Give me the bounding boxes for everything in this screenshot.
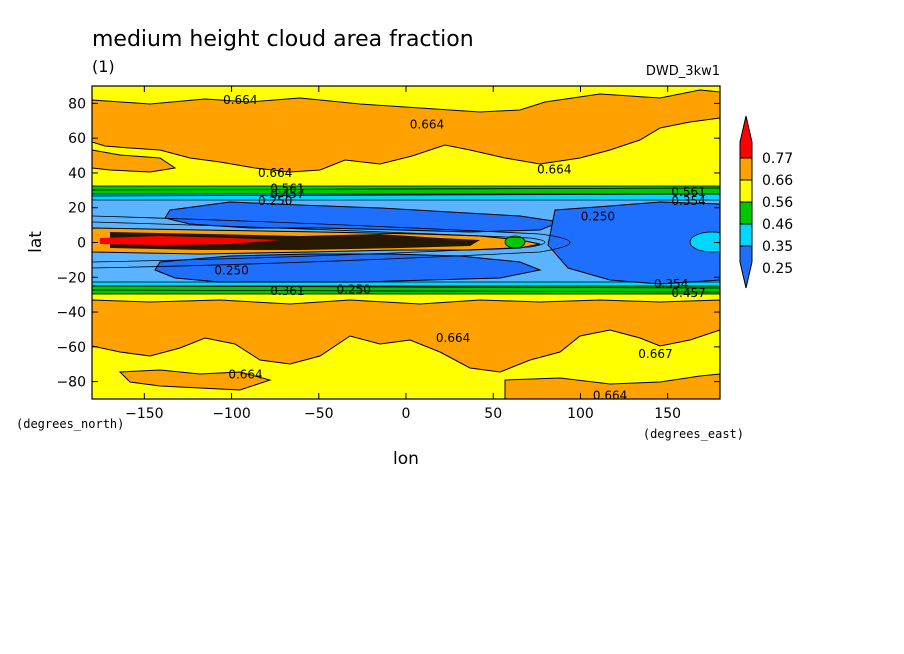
field-patch-blue-south xyxy=(154,253,542,283)
contour-label: 0.667 xyxy=(638,347,672,361)
field-patch-red-core xyxy=(100,236,280,245)
colorbar-segment-top-arrow xyxy=(739,115,753,159)
colorbar-segment xyxy=(739,201,753,225)
contour-label: 0.361 xyxy=(270,284,304,298)
field-patch-orange-south xyxy=(92,299,720,373)
contour-label: 0.354 xyxy=(671,194,705,208)
x-tick-label: 150 xyxy=(654,406,681,422)
y-tick-label: 20 xyxy=(68,201,86,217)
colorbar-label: 0.25 xyxy=(762,261,793,277)
field-patch-orange-north2 xyxy=(92,149,177,173)
y-tick-label: 0 xyxy=(77,236,86,252)
colorbar-label: 0.77 xyxy=(762,151,793,167)
colorbar-label: 0.66 xyxy=(762,173,793,189)
colorbar-label: 0.56 xyxy=(762,195,793,211)
chart-subtitle: (1) xyxy=(92,57,115,76)
x-tick-label: −100 xyxy=(212,406,250,422)
contour-label: 0.561 xyxy=(671,185,705,199)
colorbar-segment-bottom-arrow xyxy=(739,245,753,289)
field-patch-cyan-far-east xyxy=(689,231,720,253)
contour-label: 0.664 xyxy=(410,117,444,131)
y-tick-label: −20 xyxy=(56,270,86,286)
x-tick-label: 50 xyxy=(484,406,502,422)
field-patch-orange-south2 xyxy=(118,369,272,391)
colorbar-label: 0.46 xyxy=(762,217,793,233)
contour-label: 0.561 xyxy=(270,182,304,196)
contour-lines xyxy=(92,187,720,293)
contour-label: 0.457 xyxy=(270,187,304,201)
y-tick-label: −80 xyxy=(56,375,86,391)
contour-label: 0.250 xyxy=(258,194,292,208)
x-tick-label: −50 xyxy=(304,406,334,422)
y-axis-label: lat xyxy=(26,231,46,253)
y-tick-label: 80 xyxy=(68,96,86,112)
contour-label: 0.250 xyxy=(581,209,615,223)
colorbar-segment xyxy=(739,223,753,247)
y-tick-label: 40 xyxy=(68,166,86,182)
contour-label: 0.664 xyxy=(258,166,292,180)
y-tick-label: −40 xyxy=(56,305,86,321)
x-axis-label: lon xyxy=(393,449,419,469)
field-patch-blue-east xyxy=(547,201,720,285)
contour-label: 0.664 xyxy=(223,93,257,107)
x-tick-label: 100 xyxy=(567,406,594,422)
contour-label: 0.457 xyxy=(671,286,705,300)
x-axis-units: (degrees_east) xyxy=(643,427,744,441)
contour-label: 0.664 xyxy=(537,162,571,176)
contour-labels: 0.6640.6640.6640.6640.5610.4570.2500.561… xyxy=(214,93,705,403)
field-patch-orange-south3 xyxy=(504,373,720,399)
colorbar-label: 0.35 xyxy=(762,239,793,255)
x-tick-label: −150 xyxy=(125,406,163,422)
y-tick-label: −60 xyxy=(56,340,86,356)
contour-label: 0.250 xyxy=(214,263,248,277)
y-tick-label: 60 xyxy=(68,131,86,147)
model-label: DWD_3kw1 xyxy=(646,64,720,79)
x-axis: −150 −100 −50 0 50 100 150 xyxy=(125,86,681,422)
colorbar: 0.25 0.35 0.46 0.56 0.66 0.77 xyxy=(739,115,793,289)
field-patch-orange-north xyxy=(92,89,720,173)
contour-label: 0.250 xyxy=(336,282,370,296)
field-patch-dark-contours xyxy=(110,232,480,250)
contour-label: 0.354 xyxy=(654,277,688,291)
contour-label: 0.664 xyxy=(436,331,470,345)
colorbar-segment xyxy=(739,157,753,181)
colorbar-segment xyxy=(739,179,753,203)
y-axis-units: (degrees_north) xyxy=(16,417,124,431)
x-tick-label: 0 xyxy=(402,406,411,422)
chart-title: medium height cloud area fraction xyxy=(92,27,474,52)
contour-label: 0.664 xyxy=(228,368,262,382)
contour-label: 0.664 xyxy=(593,389,627,403)
plot-area: 0.6640.6640.6640.6640.5610.4570.2500.561… xyxy=(92,86,720,403)
y-axis: −80 −60 −40 −20 0 20 40 60 80 xyxy=(56,96,720,391)
